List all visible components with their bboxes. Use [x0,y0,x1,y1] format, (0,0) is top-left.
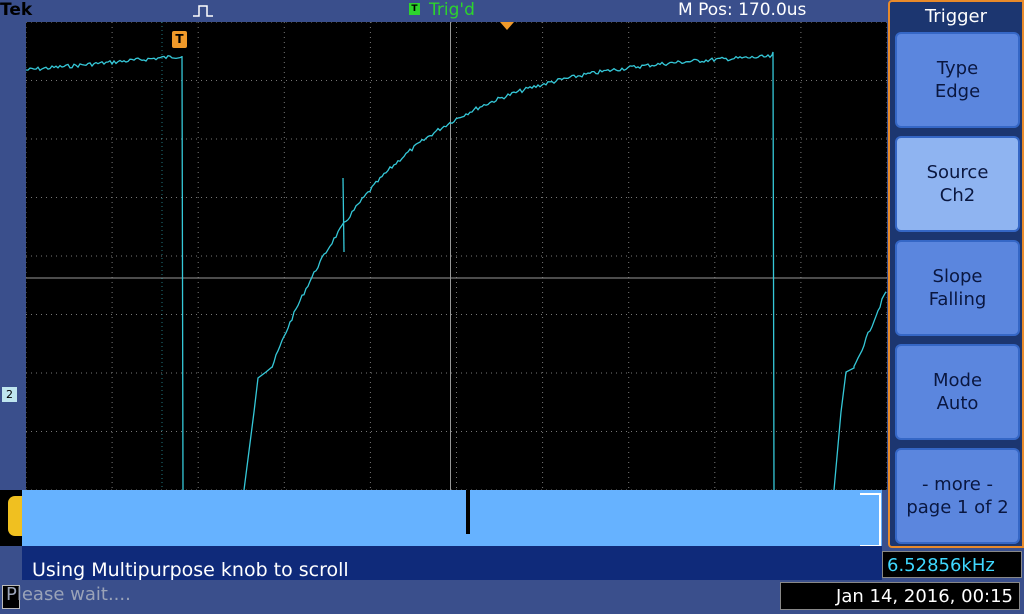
type-button[interactable]: Type Edge [895,32,1020,128]
source-label: Source [926,162,989,183]
scroll-cursor[interactable] [466,490,470,534]
status-left-indicator [2,585,20,609]
slope-label: Slope [932,266,983,287]
channel-2-marker[interactable]: 2 [2,387,17,402]
source-button[interactable]: Source Ch2 [895,136,1020,232]
type-value: Edge [934,81,981,102]
knob-icon [8,496,22,536]
glitch-spike [342,177,345,253]
waveform-trace [243,51,775,490]
waveform-display[interactable] [26,22,887,490]
type-label: Type [936,58,979,79]
waveform-trace [26,54,184,490]
brand-logo: Tek [0,0,33,20]
scroll-window-box [860,493,881,547]
frequency-readout: 6.52856kHz [882,551,1022,578]
trigger-position-marker[interactable]: T [172,31,187,48]
waveform-trace [833,291,887,490]
mode-value: Auto [936,393,979,414]
datetime-readout: Jan 14, 2016, 00:15 [780,582,1020,610]
slope-button[interactable]: Slope Falling [895,240,1020,336]
trigger-point-icon [500,22,514,30]
status-message: Please wait.... [6,584,131,605]
pulse-icon [193,5,213,17]
trigger-status: Trig'd [429,0,475,20]
more-label: - more - [921,474,994,495]
mode-label: Mode [932,370,983,391]
mode-button[interactable]: Mode Auto [895,344,1020,440]
horizontal-position-readout: M Pos: 170.0us [678,0,807,20]
slope-value: Falling [928,289,987,310]
menu-title: Trigger [924,6,988,27]
trigger-side-menu: Trigger Type Edge Source Ch2 Slope Falli… [888,0,1024,548]
trigger-badge: T [409,3,420,15]
source-value: Ch2 [939,185,976,206]
more-button[interactable]: - more - page 1 of 2 [895,448,1020,544]
graticule-svg [26,22,887,490]
left-channel-strip [0,30,22,490]
page-indicator: page 1 of 2 [906,497,1009,518]
scroll-region[interactable] [22,490,882,547]
left-bottom-indicator [0,490,22,546]
top-status-bar: Tek T Trig'd M Pos: 170.0us [0,0,890,22]
